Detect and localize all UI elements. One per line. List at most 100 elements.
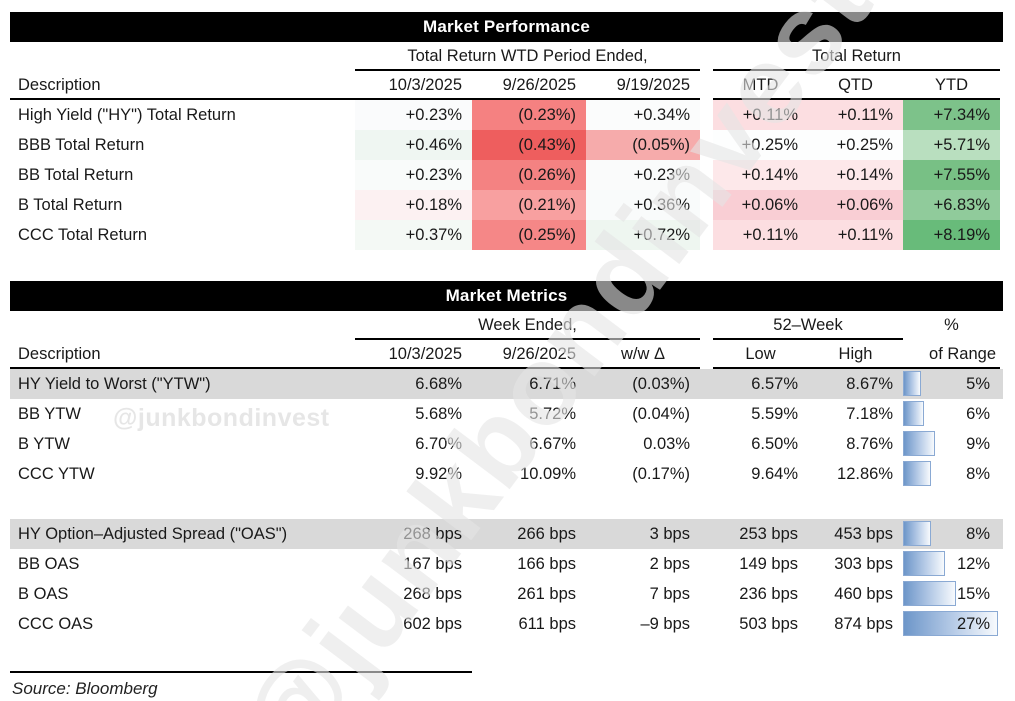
market-metrics-group-header-row: Week Ended, 52–Week % (10, 311, 1003, 340)
column-header-mtd: MTD (713, 71, 808, 100)
cell-52w-high: 12.86% (837, 465, 893, 483)
cell-week-value: 9.92% (415, 465, 462, 483)
cell-period-return: +8.19% (903, 220, 1000, 250)
cell-week-value: –9 bps (640, 615, 690, 633)
table-row: CCC OAS 602 bps 611 bps –9 bps 503 bps 874 bp… (10, 609, 1003, 639)
range-value: 8% (966, 525, 990, 543)
column-header-wow-delta: w/w Δ (586, 340, 700, 369)
cell-week-value: 6.68% (415, 375, 462, 393)
cell-period-return: +0.25% (713, 130, 808, 160)
cell-period-return: +0.14% (808, 160, 903, 190)
cell-52w-low: 5.59% (751, 405, 798, 423)
range-value: 6% (966, 405, 990, 423)
column-header-date: 10/3/2025 (355, 340, 472, 369)
section-gap (10, 489, 1003, 519)
column-header-date: 9/26/2025 (472, 71, 586, 100)
column-gap (700, 100, 713, 130)
cell-52w-high: 303 bps (834, 555, 893, 573)
cell-52w-low: 253 bps (739, 525, 798, 543)
column-gap (700, 190, 713, 220)
cell-pct-of-range: 8% (903, 519, 1000, 549)
row-description: HY Option–Adjusted Spread ("OAS") (18, 525, 288, 543)
cell-week-value: 611 bps (518, 615, 577, 633)
cell-week-value: (0.03%) (632, 375, 690, 393)
cell-period-return: +6.83% (903, 190, 1000, 220)
market-performance-title: Market Performance (10, 12, 1003, 42)
cell-52w-high: 453 bps (834, 525, 893, 543)
table-row: BB OAS 167 bps 166 bps 2 bps 149 bps 303 bps 1… (10, 549, 1003, 579)
range-bar (903, 551, 945, 576)
cell-pct-of-range: 5% (903, 369, 1000, 399)
column-gap (700, 399, 713, 429)
cell-wtd-return: (0.25%) (472, 220, 586, 250)
source-divider (10, 671, 472, 673)
table-row: HY Yield to Worst ("YTW") 6.68% 6.71% (0.03… (10, 369, 1003, 399)
range-value: 15% (956, 585, 990, 603)
range-value: 8% (966, 465, 990, 483)
group-header-week-ended: Week Ended, (355, 311, 700, 340)
cell-period-return: +7.34% (903, 100, 1000, 130)
table-row: HY Option–Adjusted Spread ("OAS") 268 bps… (10, 519, 1003, 549)
cell-period-return: +0.11% (713, 220, 808, 250)
cell-wtd-return: +0.23% (586, 160, 700, 190)
column-gap (700, 160, 713, 190)
group-header-total-return: Total Return (713, 42, 1000, 71)
cell-week-value: (0.17%) (632, 465, 690, 483)
row-description: CCC OAS (18, 615, 94, 633)
cell-week-value: 5.72% (529, 405, 576, 423)
cell-52w-low: 236 bps (739, 585, 798, 603)
cell-wtd-return: +0.18% (355, 190, 472, 220)
table-row: BB YTW 5.68% 5.72% (0.04%) 5.59% 7.18% 6% (10, 399, 1003, 429)
cell-week-value: 10.09% (520, 465, 576, 483)
cell-period-return: +7.55% (903, 160, 1000, 190)
column-gap (700, 549, 713, 579)
row-description: B OAS (18, 585, 69, 603)
row-description: BB YTW (18, 405, 81, 423)
cell-52w-high: 7.18% (846, 405, 893, 423)
column-gap (700, 220, 713, 250)
cell-pct-of-range: 9% (903, 429, 1000, 459)
cell-week-value: 6.71% (529, 375, 576, 393)
cell-wtd-return: (0.43%) (472, 130, 586, 160)
column-gap (700, 130, 713, 160)
cell-52w-low: 503 bps (739, 615, 798, 633)
row-description: BBB Total Return (18, 136, 145, 154)
cell-wtd-return: +0.72% (586, 220, 700, 250)
market-performance-group-header-row: Total Return WTD Period Ended, Total Ret… (10, 42, 1003, 71)
cell-week-value: (0.04%) (632, 405, 690, 423)
column-gap (700, 369, 713, 399)
column-header-date: 9/19/2025 (586, 71, 700, 100)
range-value: 5% (966, 375, 990, 393)
cell-52w-low: 6.50% (751, 435, 798, 453)
cell-week-value: 268 bps (403, 585, 462, 603)
cell-pct-of-range: 15% (903, 579, 1000, 609)
row-description: B Total Return (18, 196, 123, 214)
cell-52w-low: 9.64% (751, 465, 798, 483)
cell-week-value: 6.70% (415, 435, 462, 453)
row-description: High Yield ("HY") Total Return (18, 106, 236, 124)
cell-wtd-return: (0.26%) (472, 160, 586, 190)
cell-period-return: +0.25% (808, 130, 903, 160)
cell-week-value: 167 bps (403, 555, 462, 573)
range-bar (903, 371, 921, 396)
market-metrics-rows: HY Yield to Worst ("YTW") 6.68% 6.71% (0.03… (10, 369, 1003, 639)
row-description: CCC Total Return (18, 226, 147, 244)
range-value: 12% (956, 555, 990, 573)
cell-wtd-return: +0.34% (586, 100, 700, 130)
table-row: B YTW 6.70% 6.67% 0.03% 6.50% 8.76% 9% (10, 429, 1003, 459)
column-header-low: Low (713, 340, 808, 369)
row-description: HY Yield to Worst ("YTW") (18, 375, 211, 393)
cell-week-value: 7 bps (649, 585, 690, 603)
cell-wtd-return: +0.36% (586, 190, 700, 220)
cell-52w-high: 8.76% (846, 435, 893, 453)
table-row: High Yield ("HY") Total Return +0.23% (0.2… (10, 100, 1003, 130)
market-metrics-title: Market Metrics (10, 281, 1003, 311)
range-value: 27% (956, 615, 990, 633)
cell-wtd-return: +0.23% (355, 160, 472, 190)
column-header-high: High (808, 340, 903, 369)
cell-52w-high: 8.67% (846, 375, 893, 393)
range-bar (903, 611, 998, 636)
cell-wtd-return: +0.23% (355, 100, 472, 130)
column-header-description: Description (10, 340, 355, 369)
